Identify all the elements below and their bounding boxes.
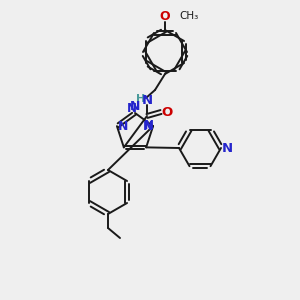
Text: O: O <box>160 10 170 22</box>
Text: H: H <box>136 94 146 104</box>
Text: N: N <box>127 101 137 115</box>
Text: N: N <box>118 120 128 133</box>
Text: N: N <box>143 120 153 133</box>
Text: N: N <box>141 94 153 106</box>
Text: N: N <box>144 118 154 132</box>
Text: N: N <box>221 142 233 154</box>
Text: CH₃: CH₃ <box>179 11 198 21</box>
Text: O: O <box>161 106 172 118</box>
Text: N: N <box>130 100 140 113</box>
